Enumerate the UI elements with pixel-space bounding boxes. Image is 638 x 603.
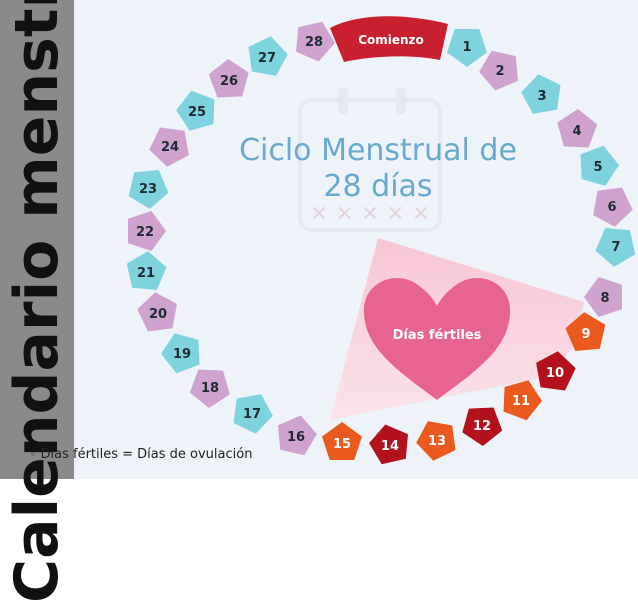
day-label-28: 28 — [305, 35, 323, 50]
svg-text:× × × × ×: × × × × × — [310, 201, 430, 226]
start-ribbon — [330, 16, 448, 62]
day-marker-8 — [584, 277, 622, 317]
day-label-4: 4 — [572, 124, 581, 139]
day-label-10: 10 — [546, 366, 564, 381]
day-label-3: 3 — [537, 89, 546, 104]
day-marker-23 — [128, 170, 169, 209]
day-label-2: 2 — [495, 64, 504, 79]
day-label-6: 6 — [607, 200, 616, 215]
day-label-17: 17 — [243, 407, 261, 422]
day-label-23: 23 — [139, 182, 157, 197]
day-marker-22 — [128, 211, 166, 251]
day-marker-18 — [189, 369, 230, 408]
day-marker-20 — [137, 292, 177, 332]
day-marker-2 — [479, 50, 518, 91]
day-label-22: 22 — [136, 225, 154, 240]
day-label-21: 21 — [137, 266, 155, 281]
day-marker-1 — [447, 29, 487, 67]
fertile-label: Días fértiles — [393, 328, 482, 343]
day-marker-9 — [565, 312, 606, 351]
day-label-25: 25 — [188, 105, 206, 120]
day-label-8: 8 — [600, 291, 609, 306]
day-marker-7 — [595, 228, 636, 267]
start-label: Comienzo — [358, 33, 424, 47]
day-label-13: 13 — [428, 434, 446, 449]
day-marker-17 — [233, 394, 273, 434]
day-label-16: 16 — [287, 430, 305, 445]
day-label-24: 24 — [161, 140, 179, 155]
day-marker-15 — [322, 422, 362, 460]
cycle-title-line2: 28 días — [323, 169, 432, 204]
day-marker-3 — [521, 74, 561, 114]
day-marker-10 — [536, 351, 576, 391]
day-label-9: 9 — [581, 327, 590, 342]
day-marker-28 — [296, 21, 335, 62]
day-marker-5 — [580, 145, 619, 186]
day-label-5: 5 — [593, 160, 602, 175]
day-marker-19 — [161, 333, 200, 374]
day-marker-24 — [149, 127, 189, 167]
day-marker-14 — [369, 424, 408, 465]
day-label-7: 7 — [611, 240, 620, 255]
day-marker-4 — [557, 109, 598, 148]
bullet-icon: ◦ — [30, 448, 37, 461]
day-label-18: 18 — [201, 381, 219, 396]
day-label-19: 19 — [173, 347, 191, 362]
day-marker-26 — [208, 59, 249, 98]
day-label-1: 1 — [462, 40, 471, 55]
day-marker-25 — [176, 90, 215, 131]
footnote: ◦ Días fértiles = Días de ovulación — [30, 447, 252, 462]
cycle-title-line1: Ciclo Menstrual de — [239, 133, 517, 168]
day-marker-16 — [278, 415, 317, 456]
day-marker-27 — [248, 36, 288, 76]
day-marker-6 — [593, 187, 633, 227]
day-label-11: 11 — [512, 394, 530, 409]
day-label-15: 15 — [333, 437, 351, 452]
cycle-diagram: × × × × × Días fértiles Ciclo Menstrual … — [126, 16, 636, 465]
day-marker-11 — [503, 380, 542, 421]
day-label-14: 14 — [381, 439, 399, 454]
day-label-27: 27 — [258, 51, 276, 66]
day-label-20: 20 — [149, 307, 167, 322]
day-label-26: 26 — [220, 74, 238, 89]
side-bar: Calendario menstrual — [0, 0, 74, 603]
day-label-12: 12 — [473, 419, 491, 434]
day-marker-21 — [126, 251, 167, 290]
day-marker-13 — [416, 421, 456, 461]
heart-icon — [363, 278, 511, 400]
day-marker-12 — [462, 407, 503, 446]
calendar-watermark-icon: × × × × × — [298, 88, 442, 232]
footnote-text: Días fértiles = Días de ovulación — [40, 447, 253, 462]
day-markers: 1234567891011121314151617181920212223242… — [126, 21, 636, 465]
